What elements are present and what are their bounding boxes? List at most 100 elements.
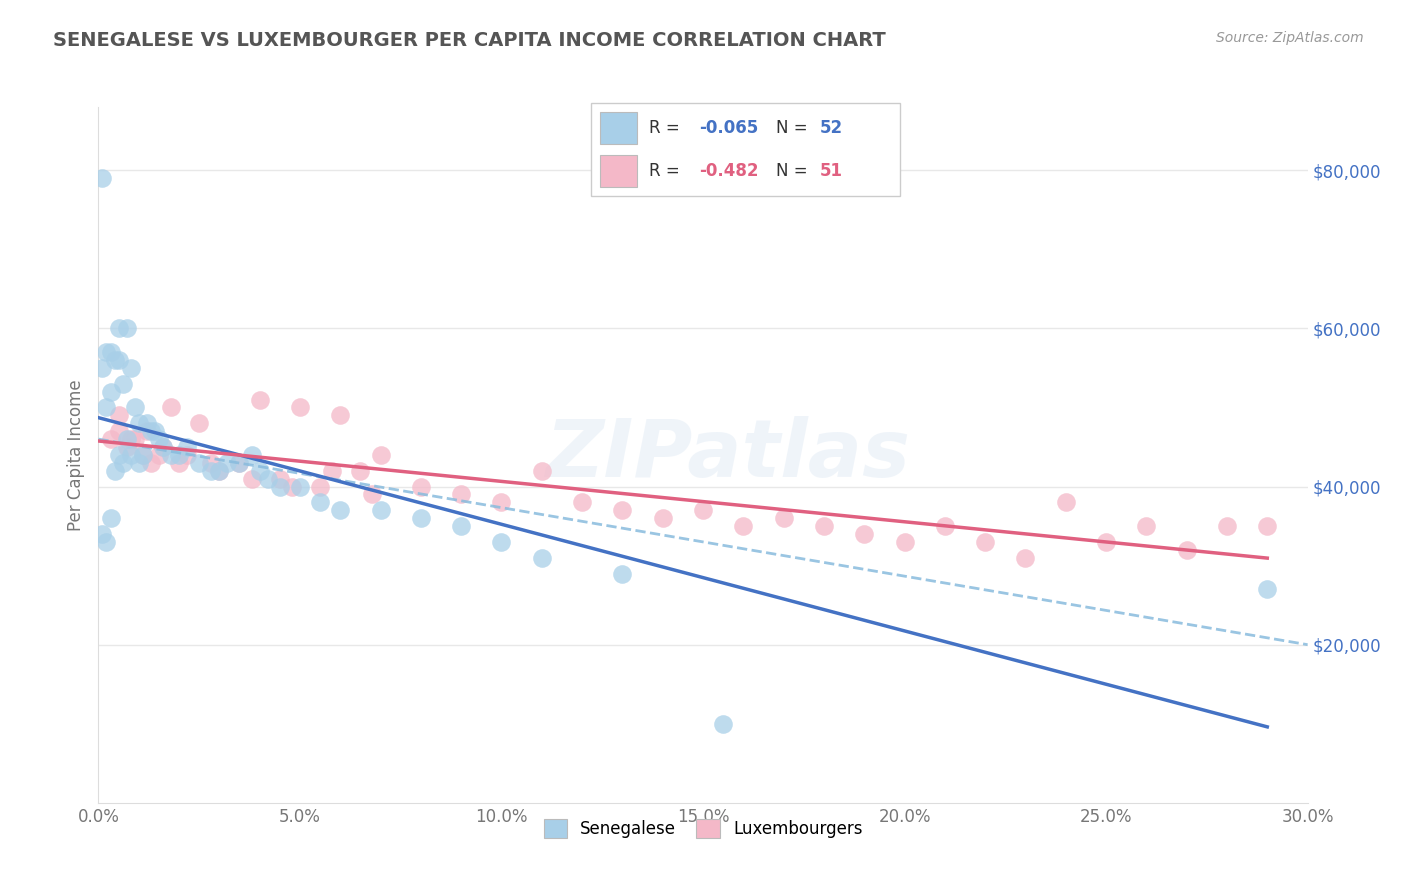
Text: 51: 51 <box>820 162 842 180</box>
Point <box>450 487 472 501</box>
Point <box>1175 542 1198 557</box>
Point <box>934 519 956 533</box>
Point <box>107 353 129 368</box>
Point <box>115 440 138 454</box>
Point <box>96 345 118 359</box>
Point <box>228 456 250 470</box>
Point <box>91 361 114 376</box>
Point <box>115 321 138 335</box>
Point <box>309 495 332 509</box>
Point <box>491 495 513 509</box>
Y-axis label: Per Capita Income: Per Capita Income <box>66 379 84 531</box>
Point <box>288 401 311 415</box>
Point <box>281 479 304 493</box>
Point <box>249 464 271 478</box>
Point <box>103 464 125 478</box>
Point <box>349 464 371 478</box>
Point <box>148 448 170 462</box>
Point <box>100 511 122 525</box>
Point <box>100 345 122 359</box>
Text: N =: N = <box>776 119 813 136</box>
Point <box>240 472 263 486</box>
Point <box>103 353 125 368</box>
FancyBboxPatch shape <box>600 155 637 187</box>
Point <box>107 321 129 335</box>
Point <box>893 534 915 549</box>
Point <box>176 448 198 462</box>
Point <box>329 503 352 517</box>
Point <box>160 401 183 415</box>
Point <box>139 456 162 470</box>
Point <box>329 409 352 423</box>
Point <box>148 432 170 446</box>
Point <box>321 464 343 478</box>
Text: ZIPatlas: ZIPatlas <box>544 416 910 494</box>
Point <box>361 487 384 501</box>
Point <box>370 448 392 462</box>
Point <box>128 456 150 470</box>
Text: SENEGALESE VS LUXEMBOURGER PER CAPITA INCOME CORRELATION CHART: SENEGALESE VS LUXEMBOURGER PER CAPITA IN… <box>53 31 886 50</box>
Point <box>813 519 835 533</box>
Point <box>91 527 114 541</box>
Point <box>176 440 198 454</box>
Point <box>152 440 174 454</box>
Point <box>160 448 183 462</box>
Point <box>115 432 138 446</box>
Point <box>530 550 553 565</box>
Point <box>96 534 118 549</box>
FancyBboxPatch shape <box>600 112 637 144</box>
Point <box>450 519 472 533</box>
Point <box>733 519 755 533</box>
Point <box>571 495 593 509</box>
Point <box>269 479 291 493</box>
Point <box>288 479 311 493</box>
Point <box>208 464 231 478</box>
Point <box>853 527 876 541</box>
Point <box>111 376 134 391</box>
Point <box>100 432 122 446</box>
Point <box>167 448 190 462</box>
Text: 52: 52 <box>820 119 842 136</box>
Text: -0.482: -0.482 <box>699 162 758 180</box>
Point <box>124 401 146 415</box>
Point <box>107 448 129 462</box>
Point <box>188 417 211 431</box>
Text: R =: R = <box>650 119 685 136</box>
Point <box>139 424 162 438</box>
Point <box>612 503 634 517</box>
Point <box>256 472 278 486</box>
Point <box>491 534 513 549</box>
Point <box>120 448 142 462</box>
Point <box>612 566 634 581</box>
Text: N =: N = <box>776 162 813 180</box>
Point <box>132 448 155 462</box>
Point <box>217 456 239 470</box>
Point <box>188 456 211 470</box>
Legend: Senegalese, Luxembourgers: Senegalese, Luxembourgers <box>536 811 870 847</box>
Point <box>249 392 271 407</box>
Point <box>135 424 157 438</box>
Point <box>91 171 114 186</box>
Point <box>772 511 794 525</box>
Text: R =: R = <box>650 162 685 180</box>
Point <box>1095 534 1118 549</box>
Point <box>228 456 250 470</box>
Point <box>651 511 673 525</box>
Point <box>107 409 129 423</box>
Point <box>120 432 142 446</box>
Point <box>269 472 291 486</box>
Point <box>1256 582 1278 597</box>
Text: Source: ZipAtlas.com: Source: ZipAtlas.com <box>1216 31 1364 45</box>
Point <box>692 503 714 517</box>
Point <box>152 440 174 454</box>
Point <box>132 448 155 462</box>
Point <box>1256 519 1278 533</box>
Point <box>208 464 231 478</box>
Point <box>107 424 129 438</box>
Point <box>309 479 332 493</box>
Point <box>100 384 122 399</box>
Point <box>1014 550 1036 565</box>
Point <box>96 401 118 415</box>
Point <box>370 503 392 517</box>
Point <box>167 456 190 470</box>
